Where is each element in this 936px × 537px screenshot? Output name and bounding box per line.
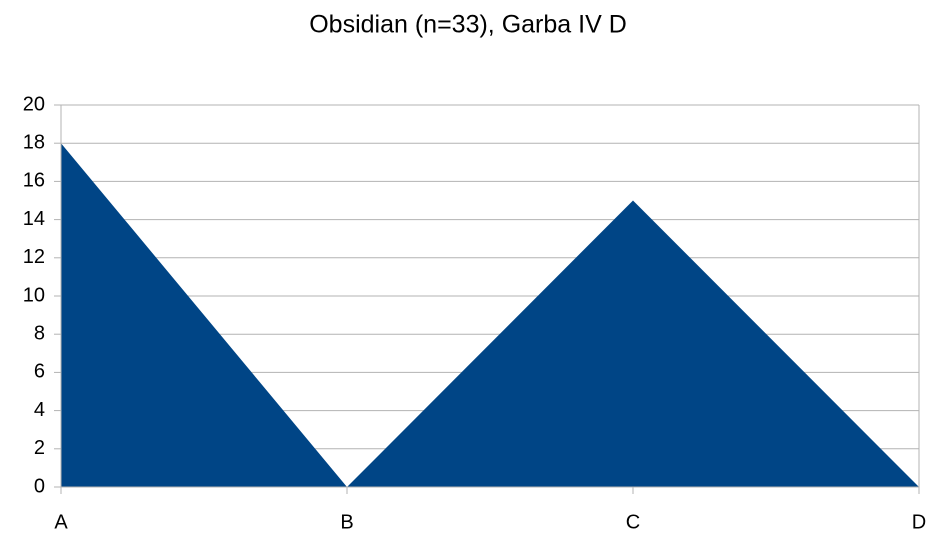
y-tick-label: 16 — [23, 170, 45, 192]
x-tick-label: B — [340, 511, 353, 533]
y-tick-label: 8 — [34, 322, 45, 344]
y-tick-label: 2 — [34, 437, 45, 459]
y-tick-label: 0 — [34, 475, 45, 497]
y-tick-label: 20 — [23, 93, 45, 115]
y-tick-label: 12 — [23, 246, 45, 268]
x-tick-label: C — [626, 511, 640, 533]
x-tick-label: D — [912, 511, 926, 533]
y-tick-label: 10 — [23, 284, 45, 306]
chart-title: Obsidian (n=33), Garba IV D — [309, 11, 627, 39]
x-tick-label: A — [54, 511, 68, 533]
y-tick-label: 14 — [23, 208, 45, 230]
y-tick-label: 18 — [23, 131, 45, 153]
y-tick-label: 4 — [34, 399, 45, 421]
y-tick-label: 6 — [34, 361, 45, 383]
area — [61, 143, 919, 487]
